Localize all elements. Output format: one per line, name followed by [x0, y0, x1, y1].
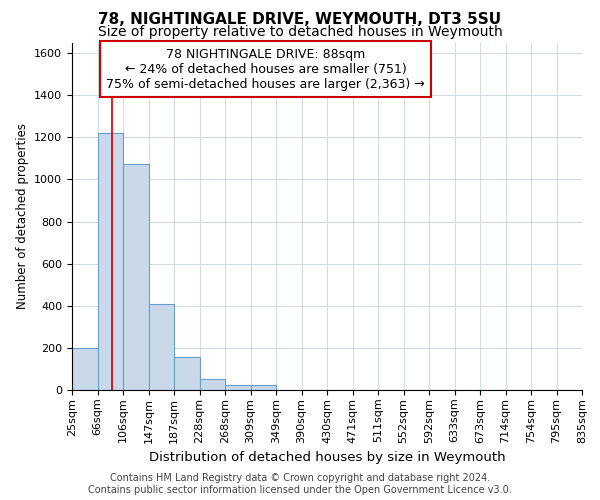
Text: 78, NIGHTINGALE DRIVE, WEYMOUTH, DT3 5SU: 78, NIGHTINGALE DRIVE, WEYMOUTH, DT3 5SU — [98, 12, 502, 28]
Bar — [97, 133, 123, 390]
Y-axis label: Number of detached properties: Number of detached properties — [16, 123, 29, 309]
X-axis label: Distribution of detached houses by size in Weymouth: Distribution of detached houses by size … — [149, 451, 505, 464]
Bar — [225, 384, 251, 390]
Text: Contains HM Land Registry data © Crown copyright and database right 2024.
Contai: Contains HM Land Registry data © Crown c… — [88, 474, 512, 495]
Bar — [123, 164, 149, 390]
Bar — [174, 358, 199, 390]
Text: 78 NIGHTINGALE DRIVE: 88sqm
← 24% of detached houses are smaller (751)
75% of se: 78 NIGHTINGALE DRIVE: 88sqm ← 24% of det… — [106, 48, 425, 90]
Bar — [72, 348, 97, 390]
Text: Size of property relative to detached houses in Weymouth: Size of property relative to detached ho… — [98, 25, 502, 39]
Bar — [149, 304, 174, 390]
Bar — [251, 384, 276, 390]
Bar — [199, 380, 225, 390]
